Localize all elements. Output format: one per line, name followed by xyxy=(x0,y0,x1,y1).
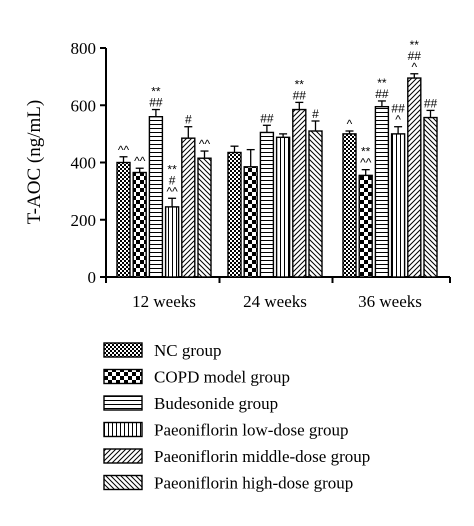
bar xyxy=(374,105,390,278)
bar xyxy=(197,157,212,278)
legend-swatch xyxy=(103,368,143,385)
bar xyxy=(243,166,258,278)
bar xyxy=(132,171,147,278)
legend-label: NC group xyxy=(154,341,222,360)
significance-marker: ** xyxy=(410,38,420,52)
significance-marker: ^^ xyxy=(118,143,130,157)
legend-label: Paeoniflorin middle-dose group xyxy=(154,447,370,466)
significance-marker: ** xyxy=(167,162,177,176)
significance-marker: ## xyxy=(293,88,307,102)
bar xyxy=(181,137,196,278)
significance-marker: # xyxy=(169,173,176,187)
bar xyxy=(116,161,131,278)
bar xyxy=(407,77,422,278)
significance-marker: ## xyxy=(391,102,405,116)
y-tick-label: 0 xyxy=(88,268,97,287)
y-tick-label: 600 xyxy=(71,96,97,115)
x-tick-label: 24 weeks xyxy=(243,292,307,311)
legend-label: Budesonide group xyxy=(154,394,278,413)
legend-swatch xyxy=(103,395,143,411)
bar xyxy=(164,206,180,278)
significance-marker: ** xyxy=(151,85,161,99)
y-tick-label: 400 xyxy=(71,154,97,173)
significance-marker: ^^ xyxy=(199,137,211,151)
legend-swatch xyxy=(103,421,143,438)
significance-marker: ## xyxy=(424,96,438,110)
legend-label: Paeoniflorin low-dose group xyxy=(154,421,349,440)
bars-group: ^^^^^ ^^**##**####**^^#**^#####**^##**^^#… xyxy=(116,38,438,278)
significance-marker: ^^ xyxy=(166,184,178,198)
significance-marker: ** xyxy=(295,77,305,91)
legend-label: COPD model group xyxy=(154,368,290,387)
legend-swatch xyxy=(103,342,143,358)
x-tick-label: 12 weeks xyxy=(132,292,196,311)
legend: NC group COPD model group Budesonide group… xyxy=(103,341,370,493)
bar xyxy=(423,116,438,278)
significance-marker: ^^ xyxy=(360,156,372,170)
x-tick-label: 36 weeks xyxy=(358,292,422,311)
significance-marker: # xyxy=(312,107,319,121)
bar xyxy=(358,174,373,278)
bar xyxy=(148,115,164,278)
significance-marker: ^ xyxy=(395,113,401,127)
axes: 0 200 400 600 800 12 weeks 24 weeks 36 weeks xyxy=(71,39,451,311)
significance-marker: ## xyxy=(149,96,163,110)
significance-marker: ## xyxy=(408,49,422,63)
significance-marker: ^ xyxy=(347,117,353,131)
legend-swatch xyxy=(103,474,143,491)
y-tick-label: 800 xyxy=(71,39,97,58)
significance-marker: ## xyxy=(260,111,274,125)
bar xyxy=(308,130,323,278)
legend-label: Paeoniflorin high-dose group xyxy=(154,474,353,493)
significance-marker: ^ xyxy=(411,60,417,74)
bar xyxy=(292,108,307,278)
bar xyxy=(342,133,357,278)
significance-marker: ^^ xyxy=(134,154,146,168)
significance-marker: ## xyxy=(375,87,389,101)
bar xyxy=(227,151,242,278)
significance-marker: # xyxy=(185,113,192,127)
significance-marker: ** xyxy=(377,76,387,90)
bar xyxy=(259,131,275,278)
significance-marker: ** xyxy=(361,145,371,159)
legend-swatch xyxy=(103,448,143,464)
bar xyxy=(275,136,291,278)
y-tick-label: 200 xyxy=(71,211,97,230)
y-axis-label: T-AOC (ng/mL) xyxy=(24,100,45,224)
bar xyxy=(390,133,406,278)
